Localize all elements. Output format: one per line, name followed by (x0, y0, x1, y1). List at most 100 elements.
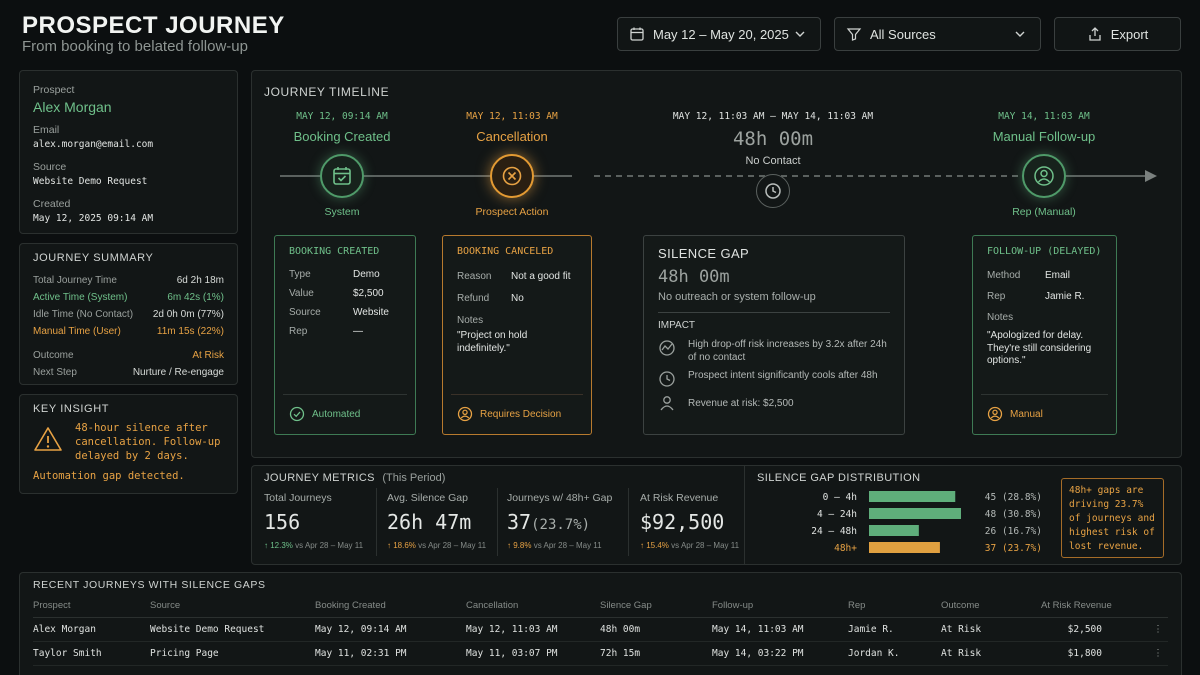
user-circle-icon (457, 406, 473, 422)
silence-duration: 48h 00m (732, 128, 814, 150)
card-row: Refund No (457, 293, 524, 304)
event-actor: Prospect Action (475, 206, 549, 218)
user-circle-icon (987, 406, 1003, 422)
cancellation-node[interactable] (490, 154, 534, 198)
event-time: MAY 14, 11:03 AM (998, 111, 1090, 122)
card-notes: "Apologized for delay. They're still con… (987, 330, 1092, 366)
card-title: SILENCE GAP (658, 246, 750, 261)
event-actor: Rep (Manual) (1012, 206, 1076, 218)
date-range-picker[interactable]: May 12 – May 20, 2025 (617, 17, 821, 51)
user-icon (1034, 166, 1054, 186)
outcome-row: Outcome At Risk (33, 350, 224, 361)
event-time: MAY 12, 11:03 AM (466, 111, 558, 122)
card-footer: Requires Decision (457, 406, 561, 422)
metrics-title: JOURNEY METRICS (This Period) (264, 472, 446, 484)
source-filter-value: All Sources (870, 26, 936, 42)
page-subtitle: From booking to belated follow-up (22, 38, 248, 55)
drop-off-risk-icon (659, 340, 675, 356)
bar-category-label: 48h+ (834, 543, 857, 554)
insight-body: 48-hour silence after cancellation. Foll… (33, 421, 224, 463)
more-options-icon[interactable]: ⋮ (1148, 617, 1168, 642)
card-row: Rep — (289, 326, 363, 337)
clock-icon (765, 183, 781, 199)
insight-title: KEY INSIGHT (33, 403, 110, 415)
clock-icon (659, 371, 675, 387)
key-insight-panel: KEY INSIGHT 48-hour silence after cancel… (19, 394, 238, 494)
more-options-icon[interactable]: ⋮ (1148, 641, 1168, 666)
source-filter-select[interactable]: All Sources (834, 17, 1041, 51)
card-row: Rep Jamie R. (987, 291, 1085, 302)
journey-summary-panel: JOURNEY SUMMARY Total Journey Time 6d 2h… (19, 243, 238, 385)
impact-item: Revenue at risk: $2,500 (658, 394, 890, 412)
outcome-badge: At Risk (192, 350, 224, 361)
silence-gap-card: SILENCE GAP 48h 00m No outreach or syste… (643, 235, 905, 435)
distribution-title: SILENCE GAP DISTRIBUTION (757, 472, 921, 484)
impact-item: High drop-off risk increases by 3.2x aft… (658, 339, 890, 364)
insight-footer: Automation gap detected. (33, 470, 185, 482)
manual-followup-node[interactable] (1022, 154, 1066, 198)
card-notes: "Project on hold indefinitely." (457, 330, 528, 354)
bar-value-label: 37 (23.7%) (985, 543, 1042, 554)
prospect-source: Website Demo Request (33, 176, 148, 187)
bar-value-label: 48 (30.8%) (985, 509, 1042, 520)
timeline-track (280, 170, 1157, 182)
distribution-note: 48h+ gaps are driving 23.7% of journeys … (1061, 478, 1164, 558)
table-row[interactable]: Taylor Smith Pricing Page May 11, 02:31 … (33, 641, 1168, 666)
silence-node[interactable] (756, 174, 790, 208)
prospect-email: alex.morgan@email.com (33, 139, 154, 150)
event-actor: No Contact (745, 155, 801, 167)
date-range-value: May 12 – May 20, 2025 (653, 26, 789, 42)
filter-icon (846, 28, 862, 41)
metrics-panel: JOURNEY METRICS (This Period) Total Jour… (251, 465, 1182, 565)
email-label: Email (33, 124, 60, 136)
card-title: FOLLOW-UP (DELAYED) (987, 246, 1102, 257)
calendar-check-icon (333, 167, 351, 185)
prospect-panel: Prospect Alex Morgan Email alex.morgan@e… (19, 70, 238, 234)
source-label: Source (33, 161, 67, 173)
summary-row: Idle Time (No Contact) 2d 0h 0m (77%) (33, 309, 224, 320)
next-step-row: Next Step Nurture / Re-engage (33, 367, 224, 378)
event-actor: System (324, 206, 360, 218)
card-title: BOOKING CANCELED (457, 246, 554, 257)
recent-journeys-table: Prospect Source Booking Created Cancella… (33, 595, 1168, 666)
export-button[interactable]: Export (1054, 17, 1181, 51)
prospect-name: Alex Morgan (33, 99, 112, 115)
table-row[interactable]: Alex Morgan Website Demo Request May 12,… (33, 617, 1168, 642)
card-row: Method Email (987, 270, 1071, 281)
booking-created-node[interactable] (320, 154, 364, 198)
summary-row: Active Time (System) 6m 42s (1%) (33, 292, 224, 303)
created-label: Created (33, 198, 71, 210)
export-label: Export (1110, 26, 1149, 42)
booking-canceled-card: BOOKING CANCELED Reason Not a good fit Re… (442, 235, 592, 435)
distribution-bar (869, 491, 956, 502)
card-title: BOOKING CREATED (289, 246, 380, 257)
event-time: MAY 12, 11:03 AM – MAY 14, 11:03 AM (672, 111, 874, 122)
summary-row: Manual Time (User) 11m 15s (22%) (33, 326, 224, 337)
card-row: Type Demo (289, 269, 380, 280)
impact-label: IMPACT (658, 320, 696, 331)
journey-timeline-panel: JOURNEY TIMELINE MAY 12, 09:14 AM Bookin… (251, 70, 1182, 458)
event-name: Booking Created (293, 129, 391, 144)
card-row: Value $2,500 (289, 288, 384, 299)
silence-gap-distribution-chart: 0 – 4h 45 (28.8%) 4 – 24h 48 (30.8%) 24 – 48… (811, 491, 1042, 554)
bar-value-label: 45 (28.8%) (985, 492, 1042, 503)
distribution-bar (869, 525, 919, 536)
follow-up-card: FOLLOW-UP (DELAYED) Method Email Rep Jamie… (972, 235, 1117, 435)
metric-avg-silence-gap: Avg. Silence Gap 26h 47m ↑ 18.6% vs Apr … (387, 492, 487, 550)
chevron-down-icon (1015, 31, 1025, 37)
distribution-bar (869, 508, 961, 519)
silence-card-duration: 48h 00m (658, 267, 730, 287)
warning-icon (34, 427, 62, 451)
table-header-row: Prospect Source Booking Created Cancella… (33, 595, 1168, 618)
event-time: MAY 12, 09:14 AM (296, 111, 388, 122)
card-footer: Manual (987, 406, 1043, 422)
recent-journeys-panel: RECENT JOURNEYS WITH SILENCE GAPS Prospe… (19, 572, 1182, 675)
summary-row: Total Journey Time 6d 2h 18m (33, 275, 224, 286)
silence-card-subtitle: No outreach or system follow-up (658, 291, 816, 303)
booking-created-card: BOOKING CREATED Type Demo Value $2,500 Sou… (274, 235, 416, 435)
card-row: Reason Not a good fit (457, 271, 571, 282)
notes-label: Notes (987, 312, 1014, 323)
timeline-title: JOURNEY TIMELINE (264, 85, 390, 99)
event-name: Cancellation (476, 129, 548, 144)
page-title: PROSPECT JOURNEY (22, 12, 285, 39)
